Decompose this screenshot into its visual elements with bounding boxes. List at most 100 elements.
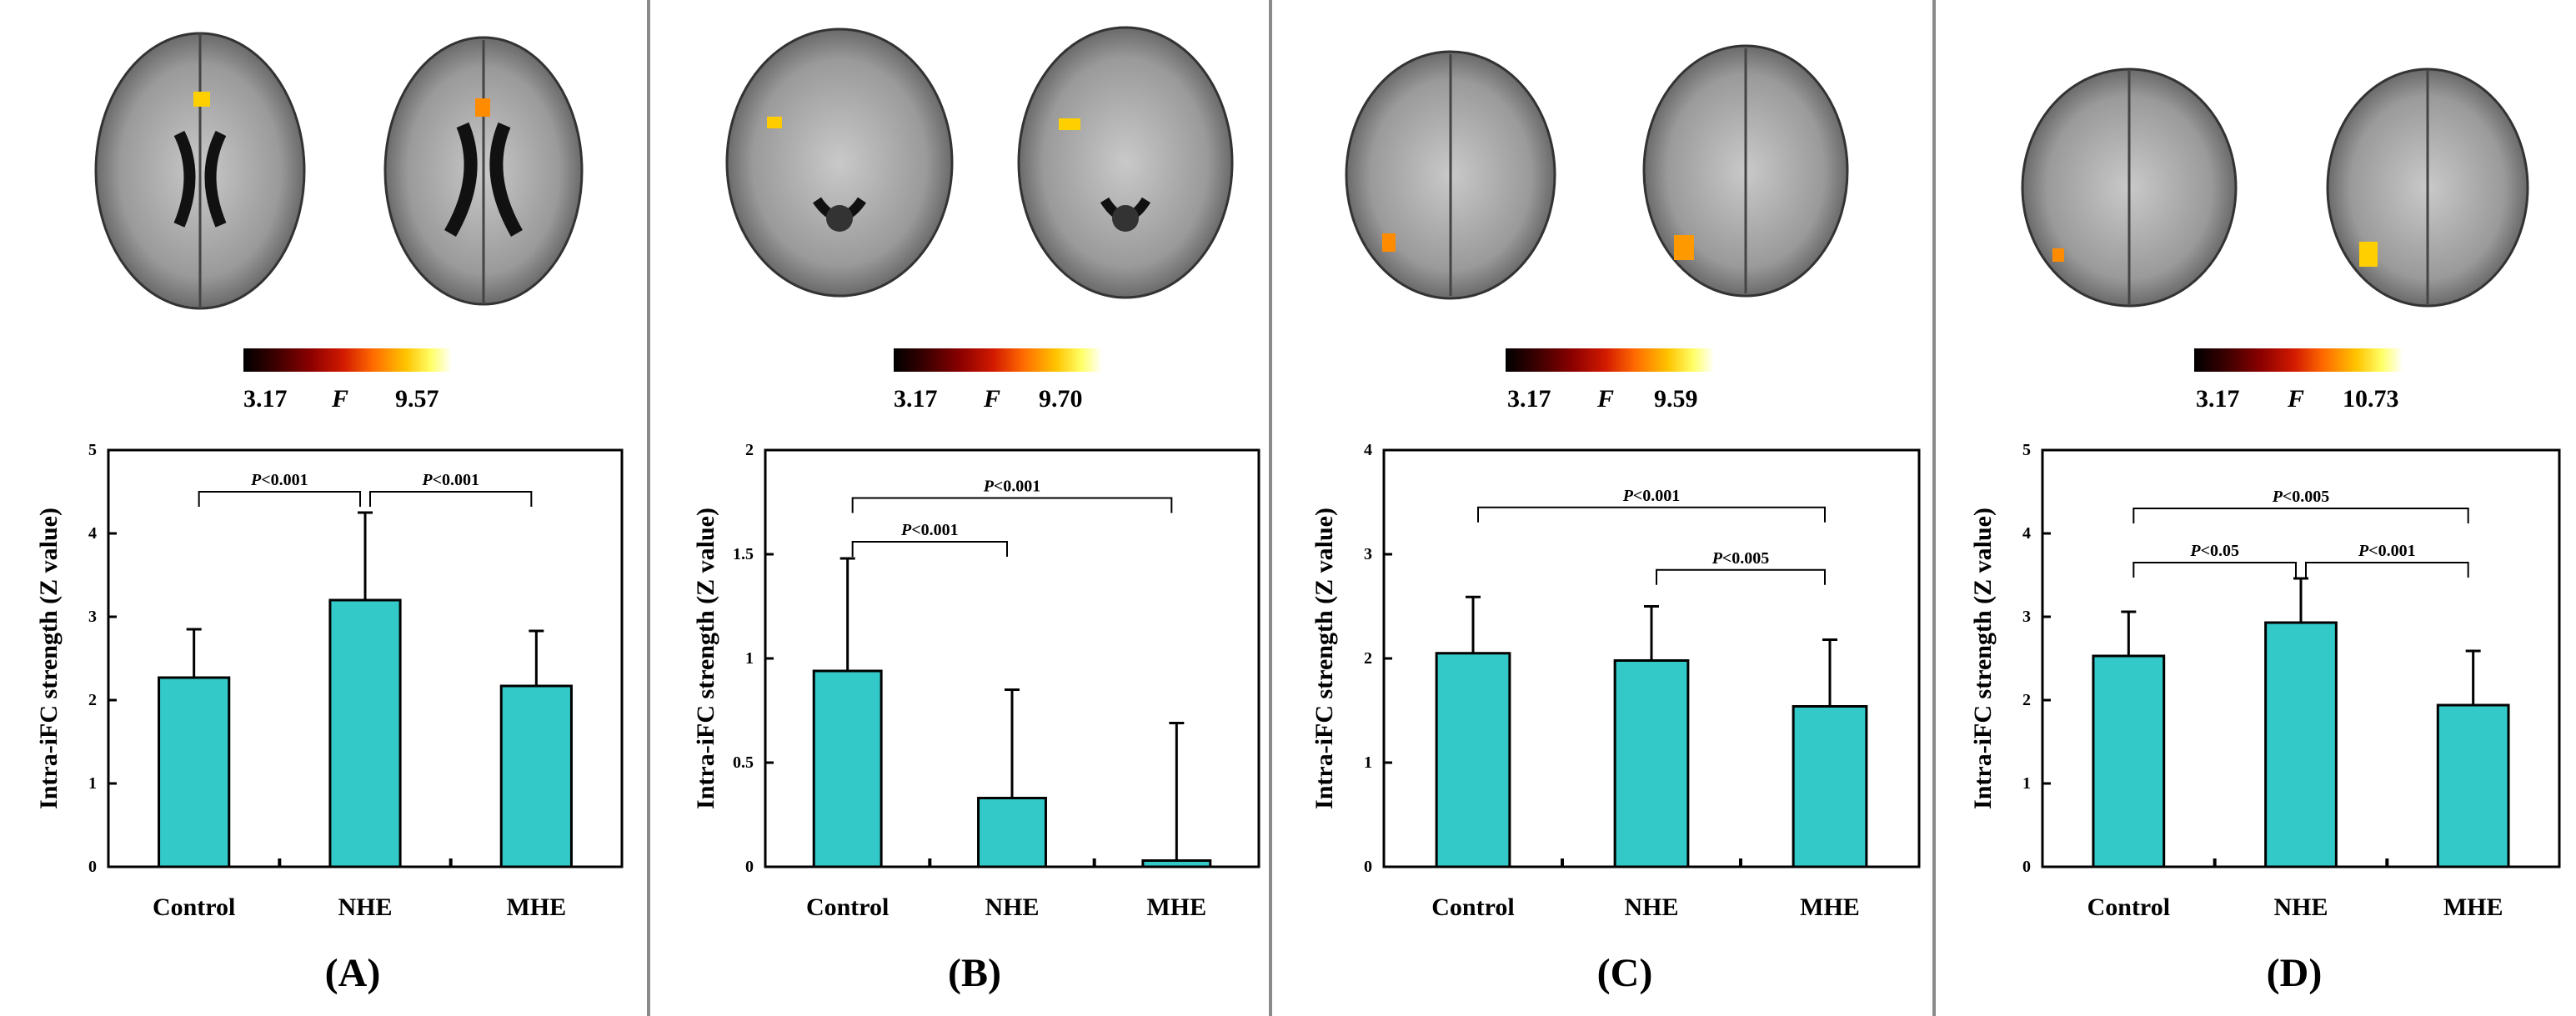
category-label: MHE [1146,893,1206,921]
panel-a: 3.17 F 9.57 0 1 2 3 4 5 Intra-iFC strength (Z … [0,0,647,1016]
ventricle-left [173,130,227,228]
panel-c: 3.17 F 9.59 0 1 2 3 4 Intra-iFC strength (Z v… [1272,0,1932,1016]
y-tick-label: 5 [2022,441,2031,459]
y-tick-label: 0 [1364,858,1372,876]
activation-blob [2052,248,2064,262]
y-axis-label: Intra-iFC strength (Z value) [692,508,719,809]
colorbar-stat: F [332,385,349,413]
activation-blob [193,92,210,107]
y-tick-label: 4 [88,524,97,543]
category-label: MHE [1800,893,1860,921]
category-label: Control [806,893,889,921]
bar-chart-a: 0 1 2 3 4 5 Intra-iFC strength (Z value) Contro… [35,441,624,921]
brain-slices-d [2021,68,2529,308]
panel-label: (A) [324,951,381,995]
panel-b: 3.17 F 9.70 0 0.5 1 1.5 2 Intra-iFC strength … [650,0,1269,1016]
significance-label: P<0.001 [1622,487,1681,505]
y-tick-label: 1 [2022,774,2031,793]
y-axis-label: Intra-iFC strength (Z value) [1969,508,1997,809]
colorbar [243,348,452,372]
y-tick-label: 2 [88,691,97,709]
significance-label: P<0.001 [2358,542,2416,560]
bar-nhe [2264,621,2338,868]
colorbar-min: 3.17 [1507,385,1551,413]
y-tick-label: 1 [745,649,754,668]
bar-control [812,669,883,868]
ventricle-right [444,122,523,237]
y-tick-label: 5 [88,441,97,459]
category-label: NHE [338,893,392,921]
bar-nhe [328,598,402,868]
y-tick-label: 0 [745,858,754,876]
category-label: NHE [985,893,1039,921]
activation-blob [475,98,490,117]
bar-mhe [499,684,573,868]
significance-bracket [2132,508,2469,523]
y-tick-label: 3 [2022,608,2031,626]
significance-label: P<0.005 [1711,549,1770,568]
bar-mhe [1792,705,1868,868]
panel-divider [647,0,650,1016]
activation-blob [1674,235,1694,260]
significance-label: P<0.001 [983,478,1041,496]
colorbar-max: 9.70 [1039,385,1083,413]
y-tick-label: 2 [1364,649,1372,668]
colorbar [894,348,1102,372]
bar-chart-c: 0 1 2 3 4 Intra-iFC strength (Z value) Control… [1311,441,1921,921]
panel-label: (C) [1596,951,1653,995]
category-label: Control [2087,893,2170,921]
y-tick-label: 3 [88,608,97,626]
colorbar-min: 3.17 [894,385,938,413]
significance-label: P<0.001 [421,471,479,489]
brain-slices-b [725,26,1234,299]
bar-mhe [1141,859,1212,868]
bar-control [1435,652,1511,868]
category-label: MHE [2443,893,2503,921]
panel-label: (D) [2266,951,2323,995]
significance-label: P<0.05 [2189,542,2239,560]
y-tick-label: 2 [2022,691,2031,709]
y-tick-label: 3 [1364,545,1372,563]
y-tick-label: 4 [1364,441,1372,459]
colorbar-min: 3.17 [2196,385,2240,413]
colorbar-max: 10.73 [2343,385,2399,413]
significance-bracket [2132,562,2297,578]
y-tick-label: 0 [88,858,97,876]
colorbar-max: 9.59 [1654,385,1698,413]
panel-divider [1269,0,1272,1016]
bar-control [158,676,231,868]
bar-mhe [2436,703,2510,868]
y-tick-label: 4 [2022,524,2031,543]
category-label: NHE [1624,893,1678,921]
colorbar [2194,348,2403,372]
activation-blob [1059,118,1080,130]
bar-control [2092,654,2166,868]
significance-bracket [851,497,1173,513]
colorbar-max: 9.57 [395,385,439,413]
activation-blob [767,117,782,128]
y-tick-label: 1.5 [733,545,754,563]
significance-bracket [1656,568,1826,585]
significance-bracket [198,491,361,507]
y-tick-label: 1 [1364,753,1372,772]
category-label: MHE [506,893,566,921]
category-label: Control [153,893,235,921]
panel-d: 3.17 F 10.73 0 1 2 3 4 5 Intra-iFC strength (Z… [1936,0,2576,1016]
activation-blob [1382,233,1396,252]
significance-label: P<0.001 [250,471,308,489]
brain-slices-c [1345,44,1849,300]
colorbar-stat: F [1597,385,1615,413]
category-label: Control [1431,893,1514,921]
colorbar [1506,348,1714,372]
significance-bracket [851,541,1008,557]
y-tick-label: 0.5 [733,753,754,772]
colorbar-stat: F [2288,385,2305,413]
activation-blob [2359,242,2378,267]
bar-chart-d: 0 1 2 3 4 5 Intra-iFC strength (Z value) Contro… [1969,441,2561,921]
significance-bracket [1477,506,1826,523]
category-label: NHE [2273,893,2328,921]
y-tick-label: 0 [2022,858,2031,876]
significance-bracket [369,491,533,507]
y-axis-label: Intra-iFC strength (Z value) [1311,508,1338,809]
y-axis-label: Intra-iFC strength (Z value) [35,508,63,809]
